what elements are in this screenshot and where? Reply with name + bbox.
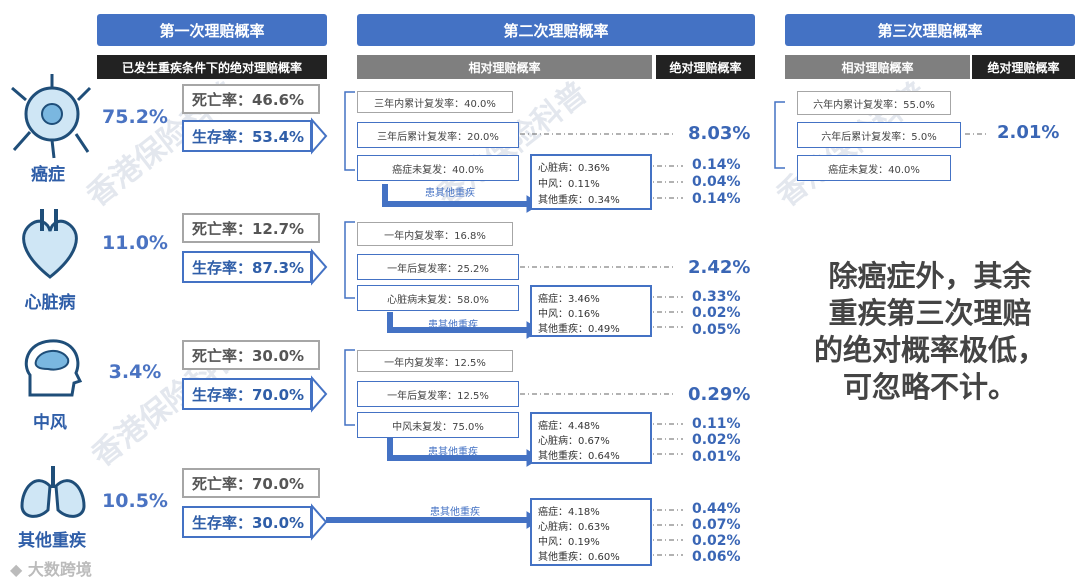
abs-value: 0.06%: [692, 549, 741, 565]
stroke-recurrence-after-1y: 一年后复发率：12.5%: [357, 381, 519, 407]
lungs-icon: [20, 466, 86, 518]
sub-item: 其他重疾：0.60%: [538, 552, 620, 563]
heart-recurrence-within-1y: 一年内复发率：16.8%: [357, 222, 513, 246]
sub-item: 心脏病：0.67%: [538, 436, 610, 447]
cancer-no-recurrence-third: 癌症未复发：40.0%: [797, 155, 951, 181]
disease-label-heart: 心脏病: [24, 293, 76, 313]
footer-source: ◆ 大数跨境: [10, 556, 92, 580]
abs-prob-third-claim: 2.01%: [997, 122, 1060, 143]
cancer-no-recurrence: 癌症未复发：40.0%: [357, 155, 519, 181]
subheader-second-relative: 相对理赔概率: [357, 55, 652, 79]
cancer-recurrence-after-3y: 三年后累计复发率：20.0%: [357, 122, 519, 148]
sub-item: 中风：0.16%: [538, 309, 600, 320]
header-second-claim: 第二次理赔概率: [357, 14, 755, 46]
subheader-first-absolute: 已发生重疾条件下的绝对理赔概率: [97, 55, 327, 79]
sub-item: 癌症：4.48%: [538, 421, 600, 432]
stroke-recurrence-within-1y: 一年内复发率：12.5%: [357, 350, 513, 372]
abs-value: 0.05%: [692, 322, 741, 338]
disease-label-other: 其他重疾: [18, 531, 86, 551]
cancer-cell-icon: [11, 74, 92, 159]
abs-value: 0.02%: [692, 432, 741, 448]
subheader-third-relative: 相对理赔概率: [785, 55, 970, 79]
sub-item: 癌症：3.46%: [538, 294, 600, 305]
abs-prob-cancer-recurrence: 8.03%: [688, 123, 751, 144]
stroke-no-recurrence: 中风未复发：75.0%: [357, 412, 519, 438]
heart-icon: [22, 209, 78, 279]
first-claim-pct-heart: 11.0%: [102, 232, 168, 254]
conclusion-note: 除癌症外，其余 重疾第三次理赔 的绝对概率极低， 可忽略不计。: [785, 258, 1075, 406]
sub-item: 其他重疾：0.49%: [538, 324, 620, 335]
death-rate-heart: 死亡率：12.7%: [182, 213, 320, 243]
sub-item: 心脏病：0.63%: [538, 522, 610, 533]
header-third-claim: 第三次理赔概率: [785, 14, 1075, 46]
note-line: 的绝对概率极低，: [813, 333, 1046, 367]
survival-rate-stroke: 生存率：70.0%: [182, 378, 312, 410]
other-disease-link-label-stroke: 患其他重疾: [428, 447, 478, 458]
subheader-third-absolute: 绝对理赔概率: [972, 55, 1075, 79]
sub-item: 其他重疾：0.34%: [538, 195, 620, 206]
disease-label-stroke: 中风: [33, 413, 67, 433]
sub-item: 中风：0.19%: [538, 537, 600, 548]
cancer-recurrence-after-6y: 六年后累计复发率：5.0%: [797, 122, 961, 148]
abs-value: 0.44%: [692, 501, 741, 517]
cancer-other-disease-box: 心脏病：0.36% 中风：0.11% 其他重疾：0.34%: [530, 154, 652, 210]
abs-value: 0.02%: [692, 533, 741, 549]
death-rate-stroke: 死亡率：30.0%: [182, 340, 320, 370]
abs-value: 0.14%: [692, 191, 741, 207]
note-line: 可忽略不计。: [842, 370, 1017, 404]
heart-recurrence-after-1y: 一年后复发率：25.2%: [357, 254, 519, 280]
stroke-other-disease-box: 癌症：4.48% 心脏病：0.67% 其他重疾：0.64%: [530, 412, 652, 464]
other-disease-box: 癌症：4.18% 心脏病：0.63% 中风：0.19% 其他重疾：0.60%: [530, 498, 652, 566]
abs-value: 0.01%: [692, 449, 741, 465]
cancer-recurrence-within-6y: 六年内累计复发率：55.0%: [797, 91, 951, 115]
first-claim-pct-stroke: 3.4%: [108, 361, 162, 383]
header-first-claim: 第一次理赔概率: [97, 14, 327, 46]
footer-label: 大数跨境: [27, 560, 92, 579]
first-claim-pct-cancer: 75.2%: [102, 106, 168, 128]
cancer-recurrence-within-3y: 三年内累计复发率：40.0%: [357, 91, 513, 113]
other-disease-link-label-other: 患其他重疾: [430, 507, 480, 518]
first-claim-pct-other: 10.5%: [102, 490, 168, 512]
sub-item: 其他重疾：0.64%: [538, 451, 620, 462]
sub-item: 中风：0.11%: [538, 179, 600, 190]
abs-value: 0.14%: [692, 157, 741, 173]
abs-value: 0.02%: [692, 305, 741, 321]
brain-head-icon: [24, 339, 83, 397]
abs-value: 0.33%: [692, 289, 741, 305]
sub-item: 心脏病：0.36%: [538, 163, 610, 174]
abs-value: 0.11%: [692, 416, 741, 432]
heart-other-disease-box: 癌症：3.46% 中风：0.16% 其他重疾：0.49%: [530, 285, 652, 337]
note-line: 除癌症外，其余: [828, 259, 1032, 293]
survival-rate-other: 生存率：30.0%: [182, 506, 312, 538]
note-line: 重疾第三次理赔: [828, 296, 1032, 330]
death-rate-other: 死亡率：70.0%: [182, 468, 320, 498]
survival-rate-cancer: 生存率：53.4%: [182, 120, 312, 152]
heart-no-recurrence: 心脏病未复发：58.0%: [357, 285, 519, 311]
abs-value: 0.04%: [692, 174, 741, 190]
abs-value: 0.07%: [692, 517, 741, 533]
sub-item: 癌症：4.18%: [538, 507, 600, 518]
abs-prob-heart-recurrence: 2.42%: [688, 257, 751, 278]
survival-rate-heart: 生存率：87.3%: [182, 251, 312, 283]
other-disease-link-label-cancer: 患其他重疾: [425, 188, 475, 199]
disease-label-cancer: 癌症: [31, 165, 65, 185]
logo-icon: ◆: [10, 560, 23, 579]
other-disease-link-label-heart: 患其他重疾: [428, 320, 478, 331]
subheader-second-absolute: 绝对理赔概率: [656, 55, 755, 79]
abs-prob-stroke-recurrence: 0.29%: [688, 384, 751, 405]
death-rate-cancer: 死亡率：46.6%: [182, 84, 320, 114]
